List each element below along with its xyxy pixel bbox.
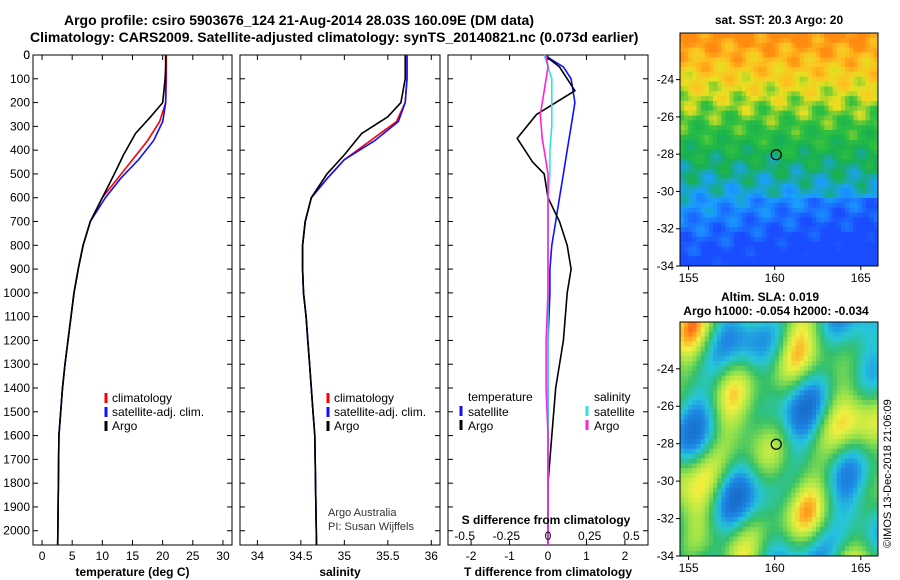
y-tick-label: 1800	[3, 476, 30, 490]
legend-label-climatology: climatology	[334, 391, 394, 405]
map-x-tick-label: 160	[765, 561, 785, 575]
map-x-tick-label: 160	[765, 271, 785, 285]
y-tick-label: 200	[10, 96, 30, 110]
sst-map-title: sat. SST: 20.3 Argo: 20	[715, 13, 844, 27]
legend-s-argo: Argo	[594, 419, 620, 433]
top-axis-label: S difference from climatology	[462, 513, 631, 527]
series-line-salinity-argo	[539, 54, 549, 545]
x-tick-label: 34.5	[289, 549, 313, 563]
legend-salinity-header: salinity	[594, 390, 631, 404]
x-tick-label: 5	[69, 549, 76, 563]
map-y-tick-label: -26	[657, 110, 675, 124]
map-y-tick-label: -28	[657, 147, 675, 161]
map-y-tick-label: -32	[657, 222, 675, 236]
map-y-tick-label: -24	[657, 73, 675, 87]
top-tick-label: 0.5	[623, 529, 640, 543]
legend-label-satellite_adj: satellite-adj. clim.	[112, 405, 204, 419]
argo-position-marker	[770, 149, 782, 161]
legend-label-argo: Argo	[334, 419, 360, 433]
map-field-sst	[680, 33, 879, 267]
top-tick-label: -0.5	[454, 529, 475, 543]
y-tick-label: 900	[10, 262, 30, 276]
title-line-2: Climatology: CARS2009. Satellite-adjuste…	[30, 29, 639, 45]
x-tick-label: 34	[251, 549, 265, 563]
y-tick-label: 1600	[3, 429, 30, 443]
map-y-tick-label: -30	[657, 184, 675, 198]
map-y-tick-label: -34	[657, 259, 675, 273]
x-axis-label: T difference from climatology	[464, 565, 632, 579]
y-tick-label: 600	[10, 191, 30, 205]
map-x-tick-label: 165	[851, 561, 871, 575]
x-tick-label: -1	[504, 549, 515, 563]
map-y-tick-label: -30	[657, 474, 675, 488]
map-x-tick-label: 155	[679, 561, 699, 575]
y-tick-label: 100	[10, 72, 30, 86]
plot-frame-salinity	[239, 54, 441, 546]
x-axis-label: salinity	[319, 565, 361, 579]
legend-temperature-header: temperature	[468, 390, 533, 404]
map-y-tick-label: -26	[657, 399, 675, 413]
x-tick-label: 35.5	[376, 549, 400, 563]
map-x-tick-label: 165	[851, 271, 871, 285]
map-field-sla	[680, 322, 879, 557]
map-y-tick-label: -32	[657, 512, 675, 526]
map-frame-sla	[679, 321, 879, 557]
series-line-argo	[56, 55, 167, 546]
map-y-tick-label: -34	[657, 549, 675, 563]
y-tick-label: 1100	[4, 310, 30, 324]
x-tick-label: 35	[338, 549, 352, 563]
y-tick-label: 1900	[3, 500, 30, 514]
y-tick-label: 1400	[3, 381, 30, 395]
x-tick-label: 10	[96, 549, 110, 563]
map-y-tick-label: -28	[657, 437, 675, 451]
map-y-tick-label: -24	[657, 362, 675, 376]
x-tick-label: 25	[186, 549, 200, 563]
y-tick-label: 2000	[3, 524, 30, 538]
y-tick-label: 0	[23, 48, 30, 62]
credit-line-1: Argo Australia	[328, 507, 397, 519]
y-tick-label: 1000	[3, 286, 30, 300]
top-tick-label: -0.25	[493, 529, 521, 543]
x-tick-label: 30	[216, 549, 230, 563]
legend-label-climatology: climatology	[112, 391, 172, 405]
credit-line-2: PI: Susan Wijffels	[328, 521, 414, 533]
x-axis-label: temperature (deg C)	[75, 565, 189, 579]
y-tick-label: 1300	[3, 357, 30, 371]
y-tick-label: 500	[10, 167, 30, 181]
y-tick-label: 800	[10, 238, 30, 252]
legend-label-satellite_adj: satellite-adj. clim.	[334, 405, 426, 419]
sla-map-title: Altim. SLA: 0.019	[721, 290, 819, 304]
series-line-argo	[301, 55, 407, 546]
y-tick-label: 400	[10, 143, 30, 157]
legend-label-argo: Argo	[112, 419, 138, 433]
x-tick-label: -2	[466, 549, 477, 563]
top-tick-label: 0.25	[578, 529, 602, 543]
y-tick-label: 700	[10, 215, 30, 229]
x-tick-label: 2	[622, 549, 629, 563]
y-tick-label: 1500	[3, 405, 30, 419]
x-tick-label: 36	[425, 549, 439, 563]
map-x-tick-label: 155	[679, 271, 699, 285]
legend-t-satellite: satellite	[468, 405, 509, 419]
top-tick-label: 0	[545, 529, 552, 543]
x-tick-label: 0	[39, 549, 46, 563]
x-tick-label: 15	[126, 549, 140, 563]
title-line-1: Argo profile: csiro 5903676_124 21-Aug-2…	[64, 12, 534, 28]
legend-s-satellite: satellite	[594, 405, 635, 419]
x-tick-label: 1	[583, 549, 590, 563]
y-tick-label: 0	[23, 48, 30, 62]
x-tick-label: 0	[545, 549, 552, 563]
x-tick-label: 20	[156, 549, 170, 563]
map-frame-sst	[679, 32, 879, 267]
sla-map-subtitle: Argo h1000: -0.054 h2000: -0.034	[683, 304, 869, 318]
plot-frame-temperature	[32, 54, 233, 546]
y-tick-label: 1700	[3, 452, 30, 466]
series-line-temperature-argo	[516, 54, 577, 545]
y-tick-label: 1200	[3, 333, 30, 347]
legend-t-argo: Argo	[468, 419, 494, 433]
argo-position-marker	[770, 438, 782, 450]
y-tick-label: 300	[10, 119, 30, 133]
